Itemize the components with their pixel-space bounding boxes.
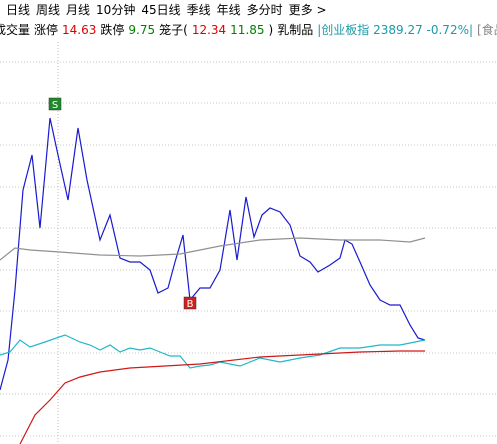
tab[interactable]: 年线 [216, 3, 241, 17]
series-line [0, 117, 426, 391]
info-item: 14.63 [62, 23, 97, 37]
info-item: |创业板指 2389.27 -0.72%| [317, 23, 474, 37]
info-item: 跌停 [100, 23, 125, 37]
tab[interactable]: 周线 [36, 3, 61, 17]
info-item: ) [268, 23, 274, 37]
signal-marker: B [183, 296, 197, 310]
tab[interactable]: 10分钟 [96, 3, 136, 17]
info-item: [食品饮料 [477, 23, 497, 37]
series-line [0, 334, 426, 369]
info-item: 12.34 [191, 23, 227, 37]
toolbar: 日线 周线 月线 10分钟 45日线 季线 年线 多分时 更多 > [0, 0, 497, 20]
signal-label: B [187, 299, 194, 310]
signal-label: S [52, 100, 58, 111]
info-item: 9.75 [128, 23, 156, 37]
signal-marker: S [48, 97, 62, 111]
series-line [0, 237, 426, 261]
info-item: 成交量 [0, 23, 31, 37]
info-item: 11.85 [230, 23, 265, 37]
signal-box [183, 296, 197, 310]
tab[interactable]: 多分时 [246, 3, 283, 17]
info-item: 涨停 [34, 23, 59, 37]
tab[interactable]: 季线 [186, 3, 211, 17]
signal-box [48, 97, 62, 111]
series-line [19, 350, 425, 444]
tab[interactable]: 更多 > [288, 3, 327, 17]
info-item: 乳制品 [277, 23, 314, 37]
info-bar: 成交量 涨停 14.63 跌停 9.75 笼子(12.34 11.85) 乳制品 |创业板指 2… [0, 20, 497, 40]
tab[interactable]: 45日线 [141, 3, 181, 17]
tab[interactable]: 日线 [6, 3, 31, 17]
tab[interactable]: 月线 [66, 3, 91, 17]
info-item: 笼子( [159, 23, 188, 37]
